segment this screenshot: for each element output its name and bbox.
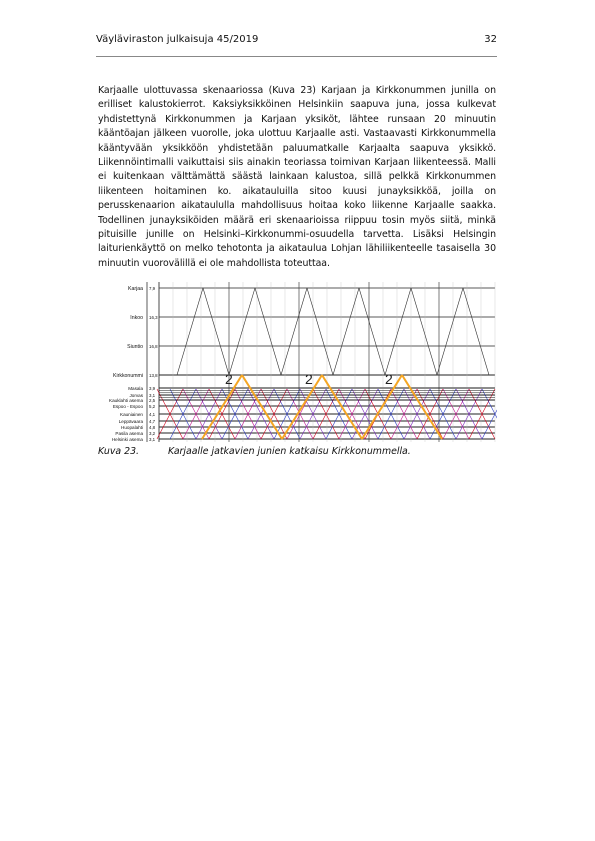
train-path-karjaa [306, 287, 334, 376]
train-path-local [429, 388, 457, 440]
station-label: Inkoo [130, 315, 143, 321]
train-path-local [195, 388, 223, 440]
station-km: 5,2 [149, 404, 156, 409]
station-label: Kauniainen [120, 412, 143, 417]
station-label: Pasila asema [115, 431, 143, 436]
train-path-karjaa [436, 287, 464, 376]
publication-title: Väyläviraston julkaisuja 45/2019 [96, 34, 259, 45]
train-path-local [338, 388, 366, 440]
train-path-karjaa [254, 287, 282, 376]
train-path-highlight [401, 374, 443, 440]
station-label: Siuntio [127, 344, 143, 350]
train-path-local [351, 388, 379, 440]
train-path-local [169, 388, 197, 440]
train-path-karjaa [332, 287, 360, 376]
train-path-local [208, 388, 236, 440]
train-path-local [390, 388, 418, 440]
header-rule [96, 56, 497, 57]
unit-count-annotation: 2 [385, 371, 393, 387]
timetable-figure: Karjaa Inkoo Siuntio Kirkkonummi Masala Jorva… [97, 282, 509, 442]
train-path-local [260, 388, 288, 440]
train-path-local [247, 388, 275, 440]
train-path-local [286, 388, 314, 440]
station-label: Helsinki asema [112, 437, 144, 442]
figure-caption: Kuva 23. Karjaalle jatkavien junien katk… [98, 446, 411, 457]
station-km: 4,1 [149, 412, 156, 417]
station-km: 3,2 [149, 431, 156, 436]
station-km: 13,8 [149, 373, 158, 378]
station-km: 16,3 [149, 315, 158, 320]
train-path-karjaa [228, 287, 256, 376]
station-km: 3,1 [149, 437, 156, 442]
station-label: Espoo - Espoo [113, 404, 144, 409]
train-path-local [377, 388, 405, 440]
train-path-local [312, 388, 340, 440]
station-km: 3,9 [149, 386, 156, 391]
station-km: 4,7 [149, 419, 156, 424]
station-label: Kirkkonummi [113, 373, 143, 379]
train-path-highlight [281, 374, 323, 440]
train-path-highlight [321, 374, 363, 440]
unit-count-annotation: 2 [305, 371, 313, 387]
station-label: Huopalahti [121, 425, 143, 430]
train-path-local [325, 388, 353, 440]
caption-number: Kuva 23. [98, 446, 140, 457]
unit-count-annotation: 2 [225, 371, 233, 387]
train-path-local [156, 388, 184, 440]
train-path-local [221, 388, 249, 440]
train-path-karjaa [358, 287, 386, 376]
station-label: Karjaa [128, 286, 143, 292]
train-path-highlight [241, 374, 283, 440]
body-paragraph: Karjaalle ulottuvassa skenaariossa (Kuva… [98, 85, 496, 269]
train-path-karjaa [462, 287, 490, 376]
timetable-graph: Karjaa Inkoo Siuntio Kirkkonummi Masala Jorva… [109, 282, 509, 442]
train-path-highlight [361, 374, 403, 440]
train-path-local [182, 388, 210, 440]
station-label: Masala [128, 386, 143, 391]
station-label: Leppävaara [119, 419, 144, 424]
page-number: 32 [484, 34, 497, 45]
page-header: Väyläviraston julkaisuja 45/2019 32 [96, 34, 497, 50]
train-path-local [234, 388, 262, 440]
train-path-karjaa [280, 287, 308, 376]
train-path-karjaa [410, 287, 438, 376]
train-path-local [299, 388, 327, 440]
station-label: Kauklahti asema [109, 398, 143, 403]
train-path-local [273, 388, 301, 440]
train-path-local [455, 388, 483, 440]
train-path-local [403, 388, 431, 440]
train-path-local [442, 388, 470, 440]
station-km: 2,5 [149, 398, 156, 403]
train-path-highlight [201, 374, 243, 440]
station-km: 16,8 [149, 344, 158, 349]
train-path-local [468, 388, 496, 440]
station-km: 4,8 [149, 425, 156, 430]
train-path-karjaa [176, 287, 204, 376]
station-label: Jorvas [129, 393, 143, 398]
train-path-karjaa [384, 287, 412, 376]
train-path-local [416, 388, 444, 440]
station-km: 3,1 [149, 393, 156, 398]
train-path-karjaa [202, 287, 230, 376]
caption-text: Karjaalle jatkavien junien katkaisu Kirk… [168, 446, 411, 457]
station-km: 7,9 [149, 286, 156, 291]
